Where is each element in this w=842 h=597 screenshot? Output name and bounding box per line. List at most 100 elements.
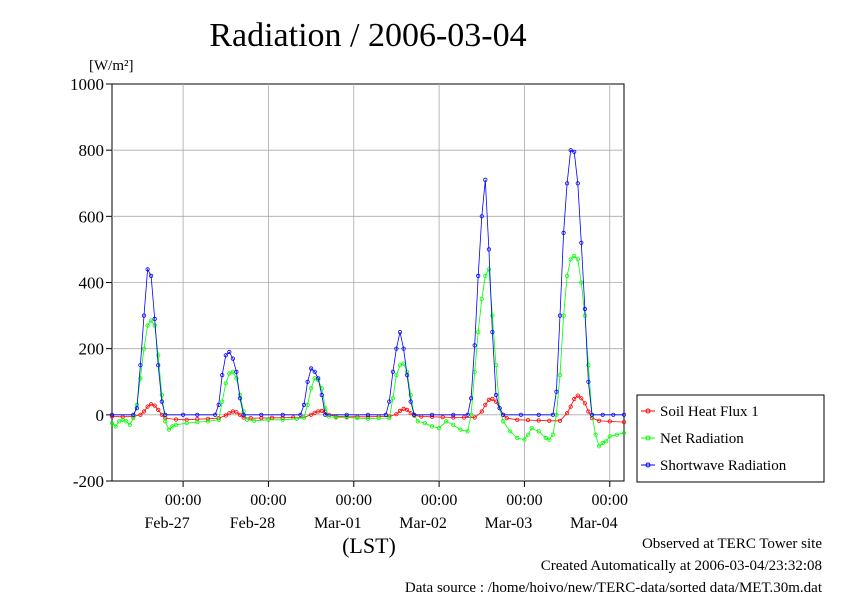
data-point	[486, 267, 491, 272]
data-point	[518, 412, 524, 417]
data-point	[280, 412, 285, 417]
data-point	[223, 381, 228, 386]
y-tick-label: 1000	[70, 75, 104, 94]
data-point	[404, 407, 410, 412]
data-point	[408, 399, 413, 404]
data-point	[145, 323, 150, 328]
y-tick-label: 0	[96, 406, 105, 425]
y-axis-label: [W/m²]	[89, 58, 133, 74]
data-point	[365, 412, 371, 417]
data-point	[568, 257, 573, 262]
data-point	[486, 247, 491, 252]
data-point	[241, 412, 246, 417]
data-point	[259, 412, 264, 417]
data-point	[536, 429, 541, 434]
data-point	[490, 329, 495, 335]
data-point	[333, 415, 339, 420]
y-tick-label: 600	[79, 207, 105, 226]
data-point	[422, 420, 427, 426]
data-point	[319, 408, 324, 413]
data-point	[141, 409, 147, 414]
x-tick-day: Mar-03	[485, 515, 533, 532]
data-point	[451, 422, 456, 427]
data-point	[536, 418, 541, 423]
data-point	[500, 412, 506, 417]
legend-box	[636, 394, 825, 483]
data-point	[230, 356, 235, 361]
data-point	[234, 369, 239, 374]
x-tick-time: 00:00	[250, 492, 286, 509]
data-point	[280, 417, 285, 422]
data-point	[227, 349, 232, 355]
data-point	[586, 363, 591, 368]
data-point	[397, 408, 403, 413]
data-point	[479, 409, 484, 414]
series-line	[111, 395, 625, 423]
data-point	[216, 417, 221, 422]
data-point	[227, 411, 232, 416]
data-point	[383, 412, 388, 417]
data-point	[390, 396, 395, 401]
data-point	[394, 372, 399, 378]
data-point	[159, 392, 164, 398]
data-point	[451, 412, 456, 417]
data-point	[579, 396, 584, 401]
legend-marker	[645, 462, 651, 468]
legend-marker	[645, 435, 651, 441]
data-point	[149, 273, 154, 278]
legend-label: Soil Heat Flux 1	[660, 404, 759, 420]
data-point	[621, 419, 627, 425]
data-point	[220, 399, 225, 404]
data-point	[529, 425, 534, 431]
data-point	[397, 329, 403, 335]
data-point	[493, 392, 499, 398]
data-point	[572, 396, 577, 402]
legend-label: Net Radiation	[660, 431, 744, 447]
x-tick-time: 00:00	[592, 492, 628, 509]
data-point	[145, 404, 150, 409]
data-point	[323, 406, 328, 411]
data-point	[607, 419, 612, 424]
x-tick-time: 00:00	[421, 492, 457, 509]
data-point	[429, 412, 435, 417]
data-point	[472, 343, 477, 348]
footer-source: Data source : /home/hoivo/new/TERC-data/…	[404, 580, 822, 596]
data-point	[245, 417, 250, 422]
data-point	[614, 432, 620, 437]
y-axis-ticks: -200 0 200 400 600 800 1000	[70, 75, 112, 491]
data-point	[401, 346, 406, 351]
data-point	[547, 437, 552, 442]
data-point	[408, 411, 413, 416]
data-point	[397, 363, 403, 368]
data-point	[156, 407, 161, 412]
data-point	[557, 418, 563, 423]
data-point	[611, 412, 616, 417]
data-point	[525, 432, 531, 437]
data-point	[500, 419, 506, 424]
data-point	[621, 412, 627, 417]
data-point	[234, 410, 239, 415]
data-point	[298, 412, 303, 417]
data-point	[141, 346, 147, 351]
data-point	[550, 412, 556, 417]
y-tick-label: 800	[79, 141, 105, 160]
data-point	[483, 273, 488, 278]
data-point	[564, 411, 570, 416]
data-point	[134, 406, 139, 411]
data-point	[522, 437, 527, 442]
data-point	[490, 313, 495, 318]
data-point	[170, 424, 175, 429]
data-point	[241, 415, 246, 420]
data-point	[234, 376, 239, 381]
data-point	[468, 396, 474, 401]
data-point	[408, 392, 413, 398]
x-tick-day: Feb-27	[144, 515, 189, 532]
data-point	[412, 412, 417, 417]
data-point	[479, 214, 484, 219]
data-point	[195, 419, 200, 425]
data-point	[124, 419, 129, 424]
legend: Soil Heat Flux 1 Net Radiation Shortwave R…	[636, 394, 825, 483]
grid-lines	[112, 84, 624, 481]
data-point	[586, 409, 591, 414]
data-point	[479, 296, 484, 302]
